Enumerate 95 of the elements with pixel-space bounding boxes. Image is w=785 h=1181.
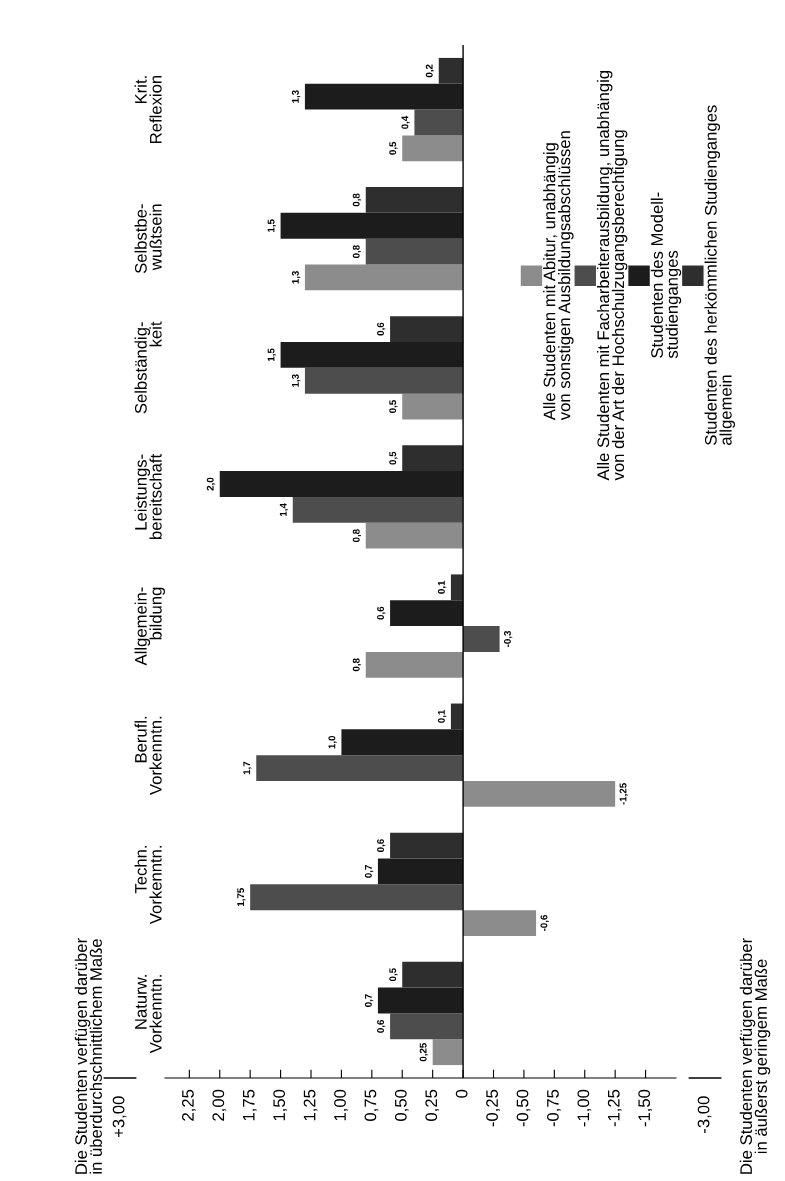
data-label: 1,5 [267, 348, 276, 362]
text: Die Studenten verfügen darüber in äußerst geringem Maße [739, 938, 771, 1174]
bar [463, 781, 616, 807]
data-label: -0,6 [540, 915, 549, 932]
bar [250, 884, 464, 911]
x-tick-label: 0,25 [425, 1089, 440, 1121]
bar [414, 109, 464, 136]
data-label: 0,4 [401, 115, 410, 129]
bar [365, 238, 464, 265]
data-label: 0,1 [437, 709, 447, 723]
x-tick-label: 1,50 [273, 1089, 288, 1121]
bar [402, 393, 464, 420]
y-tick-label: Berufl. Vorkenntn. [134, 716, 162, 795]
y-tick-label: Leistungs- bereitschaft [134, 453, 162, 539]
y-tick-label: Allgemein- bildung [134, 587, 165, 666]
data-label: 0,5 [389, 968, 398, 982]
legend-label: Alle Studenten mit Abitur, unabhängig von sonstigen Ausbildungsabschlüssen [543, 131, 574, 421]
bar [304, 83, 464, 110]
x-tick-label: 1,00 [334, 1089, 348, 1121]
bar [365, 522, 464, 549]
data-label: 0,5 [389, 451, 398, 465]
data-label: -1,25 [619, 783, 628, 805]
bar [402, 445, 464, 472]
x-tick-label: -1,50 [638, 1089, 653, 1127]
x-tick-label: 0,75 [364, 1089, 379, 1121]
data-label: 0,7 [364, 865, 374, 878]
bar [256, 755, 464, 782]
bar [390, 600, 464, 627]
bar [463, 910, 537, 936]
y-tick-label: Selbstbe- wußtsein [134, 204, 162, 274]
data-label: 0,8 [352, 529, 362, 543]
bar [390, 1013, 464, 1040]
data-label: 0,5 [389, 400, 398, 413]
text: -3,00 [697, 1096, 712, 1133]
x-tick-label: 2,00 [212, 1089, 227, 1121]
legend-label: Alle Studenten mit Facharbeiterausbildung, unabhängig von der Art der Hochschulzugangsberechtigung [596, 71, 628, 481]
x-tick-label: 1,75 [243, 1089, 257, 1121]
bar [390, 832, 464, 859]
x-tick-label: -0,75 [547, 1089, 561, 1127]
bar [304, 264, 464, 291]
data-label: 0,25 [419, 1042, 428, 1062]
bar [402, 961, 464, 988]
bar [365, 651, 464, 678]
data-label: 0,8 [352, 193, 362, 207]
x-tick-label: 1,25 [303, 1089, 318, 1121]
bar [402, 135, 464, 162]
data-label: 1,7 [243, 761, 252, 775]
data-label: 1,3 [291, 374, 301, 387]
data-label: 0,6 [377, 1019, 386, 1033]
data-label: 1,3 [291, 90, 301, 103]
bar [341, 729, 464, 756]
data-label: 1,5 [267, 219, 276, 232]
data-label: 0,8 [352, 658, 362, 672]
data-label: 1,75 [237, 888, 246, 907]
y-tick-label: Techn. Vorkenntn. [134, 845, 162, 925]
bar [377, 858, 464, 885]
x-tick-label: -1,25 [607, 1089, 622, 1127]
bar [280, 341, 464, 368]
data-label: 0,6 [377, 839, 386, 852]
x-tick-label: 0,50 [394, 1089, 409, 1121]
bar [219, 471, 464, 497]
bar [450, 574, 464, 601]
data-label: 1,4 [279, 503, 289, 516]
bar [365, 187, 464, 213]
data-label: 2,0 [206, 477, 216, 491]
x-tick-label: 0 [455, 1089, 468, 1098]
data-label: 0,8 [352, 245, 362, 258]
data-label: 0,6 [377, 322, 386, 336]
bar [280, 212, 464, 239]
data-label: 0,6 [377, 606, 386, 620]
data-label: 0,2 [425, 64, 435, 78]
bar [292, 496, 464, 523]
data-label: -0,3 [504, 630, 513, 647]
x-tick-label: -1,00 [577, 1089, 592, 1127]
text: +3,00 [112, 1096, 127, 1138]
x-tick-label: -0,50 [516, 1089, 531, 1127]
data-label: 1,3 [291, 271, 301, 284]
text: Die Studenten verfügen darüber in überdurchschnittlichem Maße [74, 938, 102, 1174]
data-label: 0,1 [437, 580, 447, 594]
bar [463, 626, 500, 652]
data-label: 0,7 [364, 994, 374, 1007]
legend-label: Studenten des herkömmlichen Studienganges allgemein [704, 105, 735, 445]
bar [377, 987, 464, 1014]
y-tick-label: Naturw. Vorkenntn. [135, 975, 162, 1054]
x-tick-label: -0,25 [486, 1089, 500, 1127]
y-tick-label: Krit. Reflexion [134, 75, 162, 143]
bar [390, 316, 464, 342]
bar [304, 367, 464, 394]
bar [432, 1039, 464, 1066]
bar [438, 57, 464, 84]
data-label: 1,0 [328, 735, 337, 749]
legend-label: Studenten des Modell- studienganges [650, 192, 682, 359]
y-tick-label: Selbständig- keit [134, 321, 162, 414]
data-label: 0,5 [389, 141, 398, 155]
x-tick-label: 2,25 [182, 1089, 196, 1121]
